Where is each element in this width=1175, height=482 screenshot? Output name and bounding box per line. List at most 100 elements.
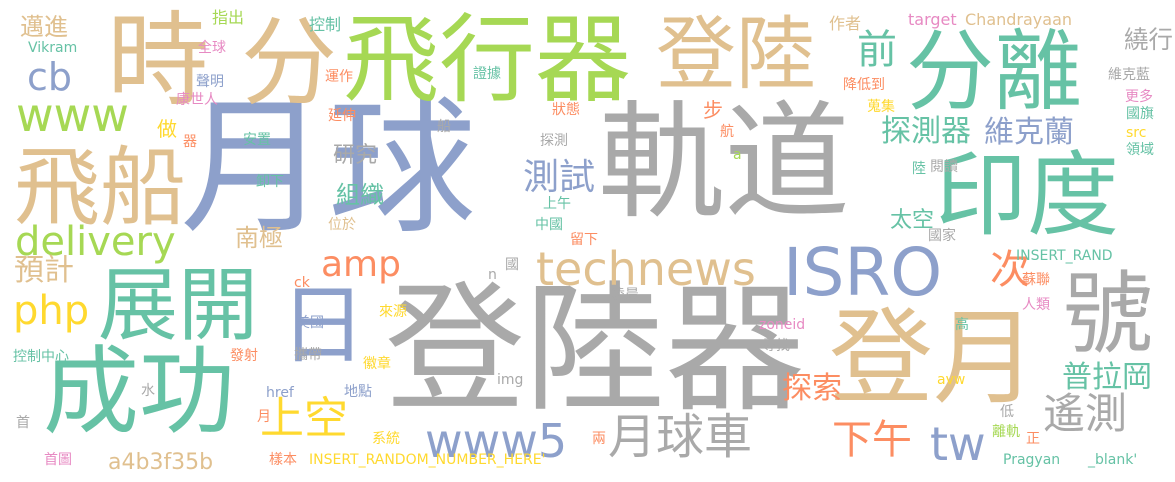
word-weikelan2: 維克藍 bbox=[1108, 67, 1150, 83]
word-www: www bbox=[16, 88, 129, 142]
word-bu: 步 bbox=[703, 98, 723, 122]
word-gao: 高 bbox=[955, 317, 969, 333]
word-weiyu: 位於 bbox=[328, 217, 356, 233]
word-qian: 前 bbox=[857, 27, 897, 73]
word-tansuo: 探索 bbox=[782, 371, 842, 406]
word-yanjiu: 研究 bbox=[333, 143, 378, 168]
word-zuo: 做 bbox=[157, 117, 177, 141]
word-guojia: 國家 bbox=[928, 228, 956, 244]
word-shui: 水 bbox=[141, 383, 155, 399]
word-pragyan: Pragyan bbox=[1003, 452, 1061, 468]
word-yangben: 樣本 bbox=[269, 452, 297, 468]
word-chenggong: 成功 bbox=[43, 336, 235, 448]
word-renlei: 人類 bbox=[1022, 297, 1050, 313]
word-technews: technews bbox=[536, 242, 756, 296]
word-a: a bbox=[733, 147, 742, 163]
word-shengming: 聲明 bbox=[196, 74, 224, 90]
word-tanceqi: 探測器 bbox=[881, 114, 971, 149]
word-zoneid: zoneid bbox=[759, 317, 806, 333]
word-fashe: 發射 bbox=[230, 348, 258, 364]
word-sulian: 蘇聯 bbox=[1022, 272, 1050, 288]
word-shoutu: 首圖 bbox=[44, 452, 72, 468]
word-zuzhi: 組織 bbox=[336, 181, 384, 209]
word-nanji: 南極 bbox=[235, 224, 283, 252]
word-kongzhi: 控制 bbox=[309, 15, 342, 34]
word-souji: 蒐集 bbox=[867, 99, 895, 115]
word-hang: 航 bbox=[720, 124, 734, 140]
word-xitong: 系統 bbox=[372, 431, 400, 447]
word-yindu: 印度 bbox=[935, 142, 1120, 249]
word-zhengju: 證據 bbox=[473, 66, 501, 82]
word-liuxia: 留下 bbox=[570, 232, 598, 248]
word-avw: avw bbox=[937, 372, 966, 388]
word-pulagang: 普拉岡 bbox=[1062, 360, 1152, 395]
word-xiawu: 下午 bbox=[832, 417, 912, 463]
word-yue-small: 月 bbox=[257, 409, 271, 425]
word-tance: 探測 bbox=[540, 133, 568, 149]
word-hao: 號 bbox=[1063, 262, 1153, 367]
word-meiguo: 美國 bbox=[296, 315, 324, 331]
word-insert-rand: INSERT_RAND bbox=[1016, 248, 1113, 264]
word-lu: 陸 bbox=[912, 161, 926, 177]
word-lingchen: 凌晨 bbox=[611, 287, 639, 303]
word-href: href bbox=[266, 385, 294, 401]
word-amp: amp bbox=[321, 244, 401, 285]
word-weikelan: 維克蘭 bbox=[984, 115, 1074, 150]
word-yaoce: 遙測 bbox=[1043, 389, 1128, 438]
word-cb: cb bbox=[27, 55, 73, 99]
word-zheng: 正 bbox=[1026, 431, 1040, 447]
word-yueqiuche: 月球車 bbox=[608, 409, 753, 465]
word-ceshi: 測試 bbox=[523, 157, 596, 198]
word-xiedai: 攜帶 bbox=[294, 347, 322, 363]
word-yunzuo: 運作 bbox=[325, 69, 353, 85]
word-vikram: Vikram bbox=[28, 40, 78, 56]
word-feixingqi: 飛行器 bbox=[343, 4, 631, 116]
word-guidao: 軌道 bbox=[598, 89, 850, 236]
word-zuozhe: 作者 bbox=[829, 14, 862, 33]
word-fen: 分 bbox=[241, 7, 337, 119]
word-chuan: 船 bbox=[437, 119, 451, 135]
word-yuedu: 閱讀 bbox=[930, 159, 958, 175]
word-yanshen: 延伸 bbox=[328, 108, 356, 124]
word-zhankai: 展開 bbox=[98, 259, 258, 352]
word-denglu: 登陸 bbox=[656, 8, 816, 101]
word-di: 低 bbox=[1000, 404, 1014, 420]
word-gengduo: 更多 bbox=[1125, 89, 1153, 105]
word-quanqiu: 全球 bbox=[198, 40, 226, 56]
word-zhuangtai: 狀態 bbox=[552, 102, 580, 118]
word-maijin: 邁進 bbox=[20, 13, 68, 41]
word-huizhang: 徽章 bbox=[363, 356, 391, 372]
word-img: img bbox=[497, 372, 524, 388]
word-insert-random-number: INSERT_RANDOM_NUMBER_HERE' bbox=[309, 452, 546, 468]
word-src: src bbox=[1126, 125, 1147, 141]
word-target: target bbox=[908, 10, 957, 29]
word-kongzhi-zhongxin: 控制中心 bbox=[13, 349, 69, 365]
word-laiyuan: 來源 bbox=[379, 304, 407, 320]
word-yuji: 預計 bbox=[14, 253, 74, 288]
word-xiexia: 卸下 bbox=[256, 174, 284, 190]
word-lingyu: 領域 bbox=[1126, 142, 1154, 158]
word-feichuan: 飛船 bbox=[14, 138, 186, 238]
word-a4b3f35b: a4b3f35b bbox=[108, 450, 214, 475]
word-n: n bbox=[488, 267, 497, 283]
word-raoxing: 繞行 bbox=[1124, 26, 1173, 55]
word-denglu-qi: 登陸器 bbox=[385, 269, 806, 432]
word-isro: ISRO bbox=[783, 234, 943, 311]
word-kangshiren: 康世人 bbox=[176, 92, 218, 108]
word-shangkong: 上空 bbox=[260, 393, 348, 444]
word-yueqiu: 月球 bbox=[180, 82, 476, 254]
word-ligui: 離軌 bbox=[992, 424, 1020, 440]
word-anzhi: 安置 bbox=[243, 132, 271, 148]
word-shangwu: 上午 bbox=[543, 196, 571, 212]
word-taikong: 太空 bbox=[890, 208, 935, 233]
word-blank: _blank' bbox=[1088, 452, 1138, 468]
word-chandrayaan: Chandrayaan bbox=[965, 10, 1073, 29]
word-tw: tw bbox=[930, 417, 986, 471]
word-php: php bbox=[13, 288, 90, 334]
word-liang: 兩 bbox=[592, 431, 606, 447]
word-fenli: 分離 bbox=[906, 20, 1083, 123]
word-didian: 地點 bbox=[344, 384, 372, 400]
word-ri: 日 bbox=[280, 276, 366, 376]
word-guoqi: 國旗 bbox=[1126, 106, 1154, 122]
